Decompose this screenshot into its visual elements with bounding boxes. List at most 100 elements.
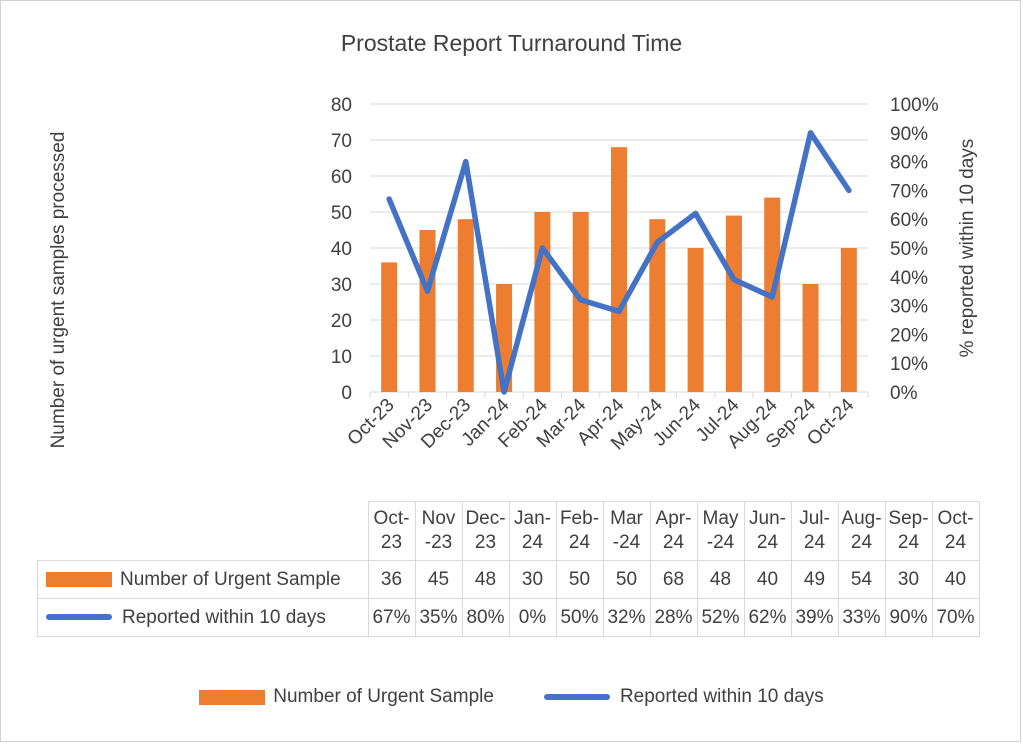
data-table-cell: 70%	[931, 598, 980, 637]
data-table-cell: 35%	[414, 598, 463, 637]
data-table-cell: 36	[367, 560, 416, 599]
y-left-tick-label: 0	[341, 383, 352, 404]
data-table-header-cell: Oct- 23	[367, 501, 416, 561]
header-cell-line: 24	[756, 532, 779, 553]
data-table-cell: 68	[649, 560, 698, 599]
header-cell-line: May	[702, 508, 739, 529]
y-axis-left-ticks: 0 10 20 30 40 50 60 70 80	[331, 95, 352, 404]
bar	[457, 219, 474, 392]
data-table-header-cell: Apr- 24	[649, 501, 698, 561]
data-table-header-cell: Jul- 24	[790, 501, 839, 561]
header-cell-line: Apr-	[655, 508, 692, 529]
y-right-tick-label: 50%	[890, 239, 928, 260]
data-table-cell: 67%	[367, 598, 416, 637]
data-table-cell: 52%	[696, 598, 745, 637]
data-table-cell: 30	[884, 560, 933, 599]
header-cell-line: 24	[568, 532, 591, 553]
x-axis-ticks: Oct-23Nov-23Dec-23Jan-24Feb-24Mar-24Apr-…	[344, 392, 869, 454]
y-right-tick-label: 70%	[890, 181, 928, 202]
y-right-tick-label: 100%	[890, 95, 939, 116]
data-table-cell: 48	[461, 560, 510, 599]
bar-series	[381, 147, 857, 392]
y-right-tick-label: 10%	[890, 354, 928, 375]
header-cell-line: Jun-	[749, 508, 786, 529]
y-right-tick-label: 30%	[890, 297, 928, 318]
data-table-cell: 28%	[649, 598, 698, 637]
header-cell-line: 24	[944, 532, 967, 553]
legend: Number of Urgent Sample Reported within …	[0, 686, 1023, 708]
data-table-cell: 49	[790, 560, 839, 599]
header-cell-line: 23	[380, 532, 403, 553]
y-right-tick-label: 90%	[890, 124, 928, 145]
series-label-reported: Reported within 10 days	[122, 606, 326, 628]
header-cell-line: Jul-	[799, 508, 830, 529]
y-left-tick-label: 50	[331, 203, 352, 224]
bar	[840, 248, 857, 392]
header-cell-line: -23	[424, 532, 453, 553]
legend-line-swatch	[543, 694, 610, 700]
y-left-tick-label: 40	[331, 239, 352, 260]
data-table-series-label: Reported within 10 days	[37, 598, 369, 637]
series-label-urgent: Number of Urgent Sample	[120, 568, 341, 590]
header-cell-line: Nov	[421, 508, 456, 529]
chart-title: Prostate Report Turnaround Time	[340, 30, 683, 56]
data-table-cell: 80%	[461, 598, 510, 637]
data-table-cell: 39%	[790, 598, 839, 637]
header-cell-line: 24	[850, 532, 873, 553]
data-table-cell: 62%	[743, 598, 792, 637]
y-right-tick-label: 0%	[890, 383, 918, 404]
data-table-row-reported: Reported within 10 days 67% 35% 80% 0% 50% 32…	[37, 598, 980, 637]
header-cell-line: Mar	[610, 508, 643, 529]
data-table-header-cell: Feb- 24	[555, 501, 604, 561]
data-table-header-row: Oct- 23 Nov -23 Dec- 23 Jan- 24 Feb- 24 Mar -24 Apr-…	[37, 501, 980, 561]
header-cell-line: Jan-	[514, 508, 551, 529]
data-table-header-cell: Mar -24	[602, 501, 651, 561]
header-cell-line: 24	[897, 532, 920, 553]
bar	[649, 219, 666, 392]
data-table-cell: 0%	[508, 598, 557, 637]
bar-legend-swatch	[46, 571, 112, 587]
data-table-cell: 40	[743, 560, 792, 599]
y-right-tick-label: 60%	[890, 210, 928, 231]
data-table-cell: 50	[555, 560, 604, 599]
bar	[802, 284, 819, 392]
bar	[725, 215, 742, 392]
data-table-cell: 32%	[602, 598, 651, 637]
y-right-tick-label: 20%	[890, 325, 928, 346]
y-left-tick-label: 80	[331, 95, 352, 116]
y-left-tick-label: 10	[331, 347, 352, 368]
data-table-header-cell: Oct- 24	[931, 501, 980, 561]
header-cell-line: -24	[612, 532, 641, 553]
bar	[611, 147, 627, 392]
header-cell-line: Sep-	[888, 508, 929, 529]
bar	[381, 262, 398, 392]
header-cell-line: Dec-	[465, 508, 506, 529]
y-right-tick-label: 40%	[890, 268, 928, 289]
legend-item-urgent: Number of Urgent Sample	[199, 686, 494, 708]
line-legend-swatch	[46, 614, 112, 621]
y-right-tick-label: 80%	[890, 153, 928, 174]
legend-item-reported: Reported within 10 days	[543, 686, 824, 708]
data-table-cell: 48	[696, 560, 745, 599]
data-table-cell: 30	[508, 560, 557, 599]
data-table-series-label: Number of Urgent Sample	[37, 560, 369, 599]
data-table-header-cell: Jun- 24	[743, 501, 792, 561]
data-table-cell: 90%	[884, 598, 933, 637]
y-left-tick-label: 20	[331, 311, 352, 332]
bar	[534, 212, 551, 392]
data-table-header-cell: Jan- 24	[508, 501, 557, 561]
y-left-tick-label: 70	[331, 131, 352, 152]
data-table-cell: 54	[837, 560, 886, 599]
header-cell-line: 24	[521, 532, 544, 553]
header-cell-line: Feb-	[559, 508, 600, 529]
data-table-corner	[37, 501, 369, 561]
legend-label-urgent: Number of Urgent Sample	[273, 686, 494, 707]
data-table-header-cell: May -24	[696, 501, 745, 561]
bar	[419, 230, 436, 392]
data-table-header-cell: Dec- 23	[461, 501, 510, 561]
data-table-cell: 40	[931, 560, 980, 599]
data-table-header-cell: Sep- 24	[884, 501, 933, 561]
data-table-header-cell: Aug- 24	[837, 501, 886, 561]
